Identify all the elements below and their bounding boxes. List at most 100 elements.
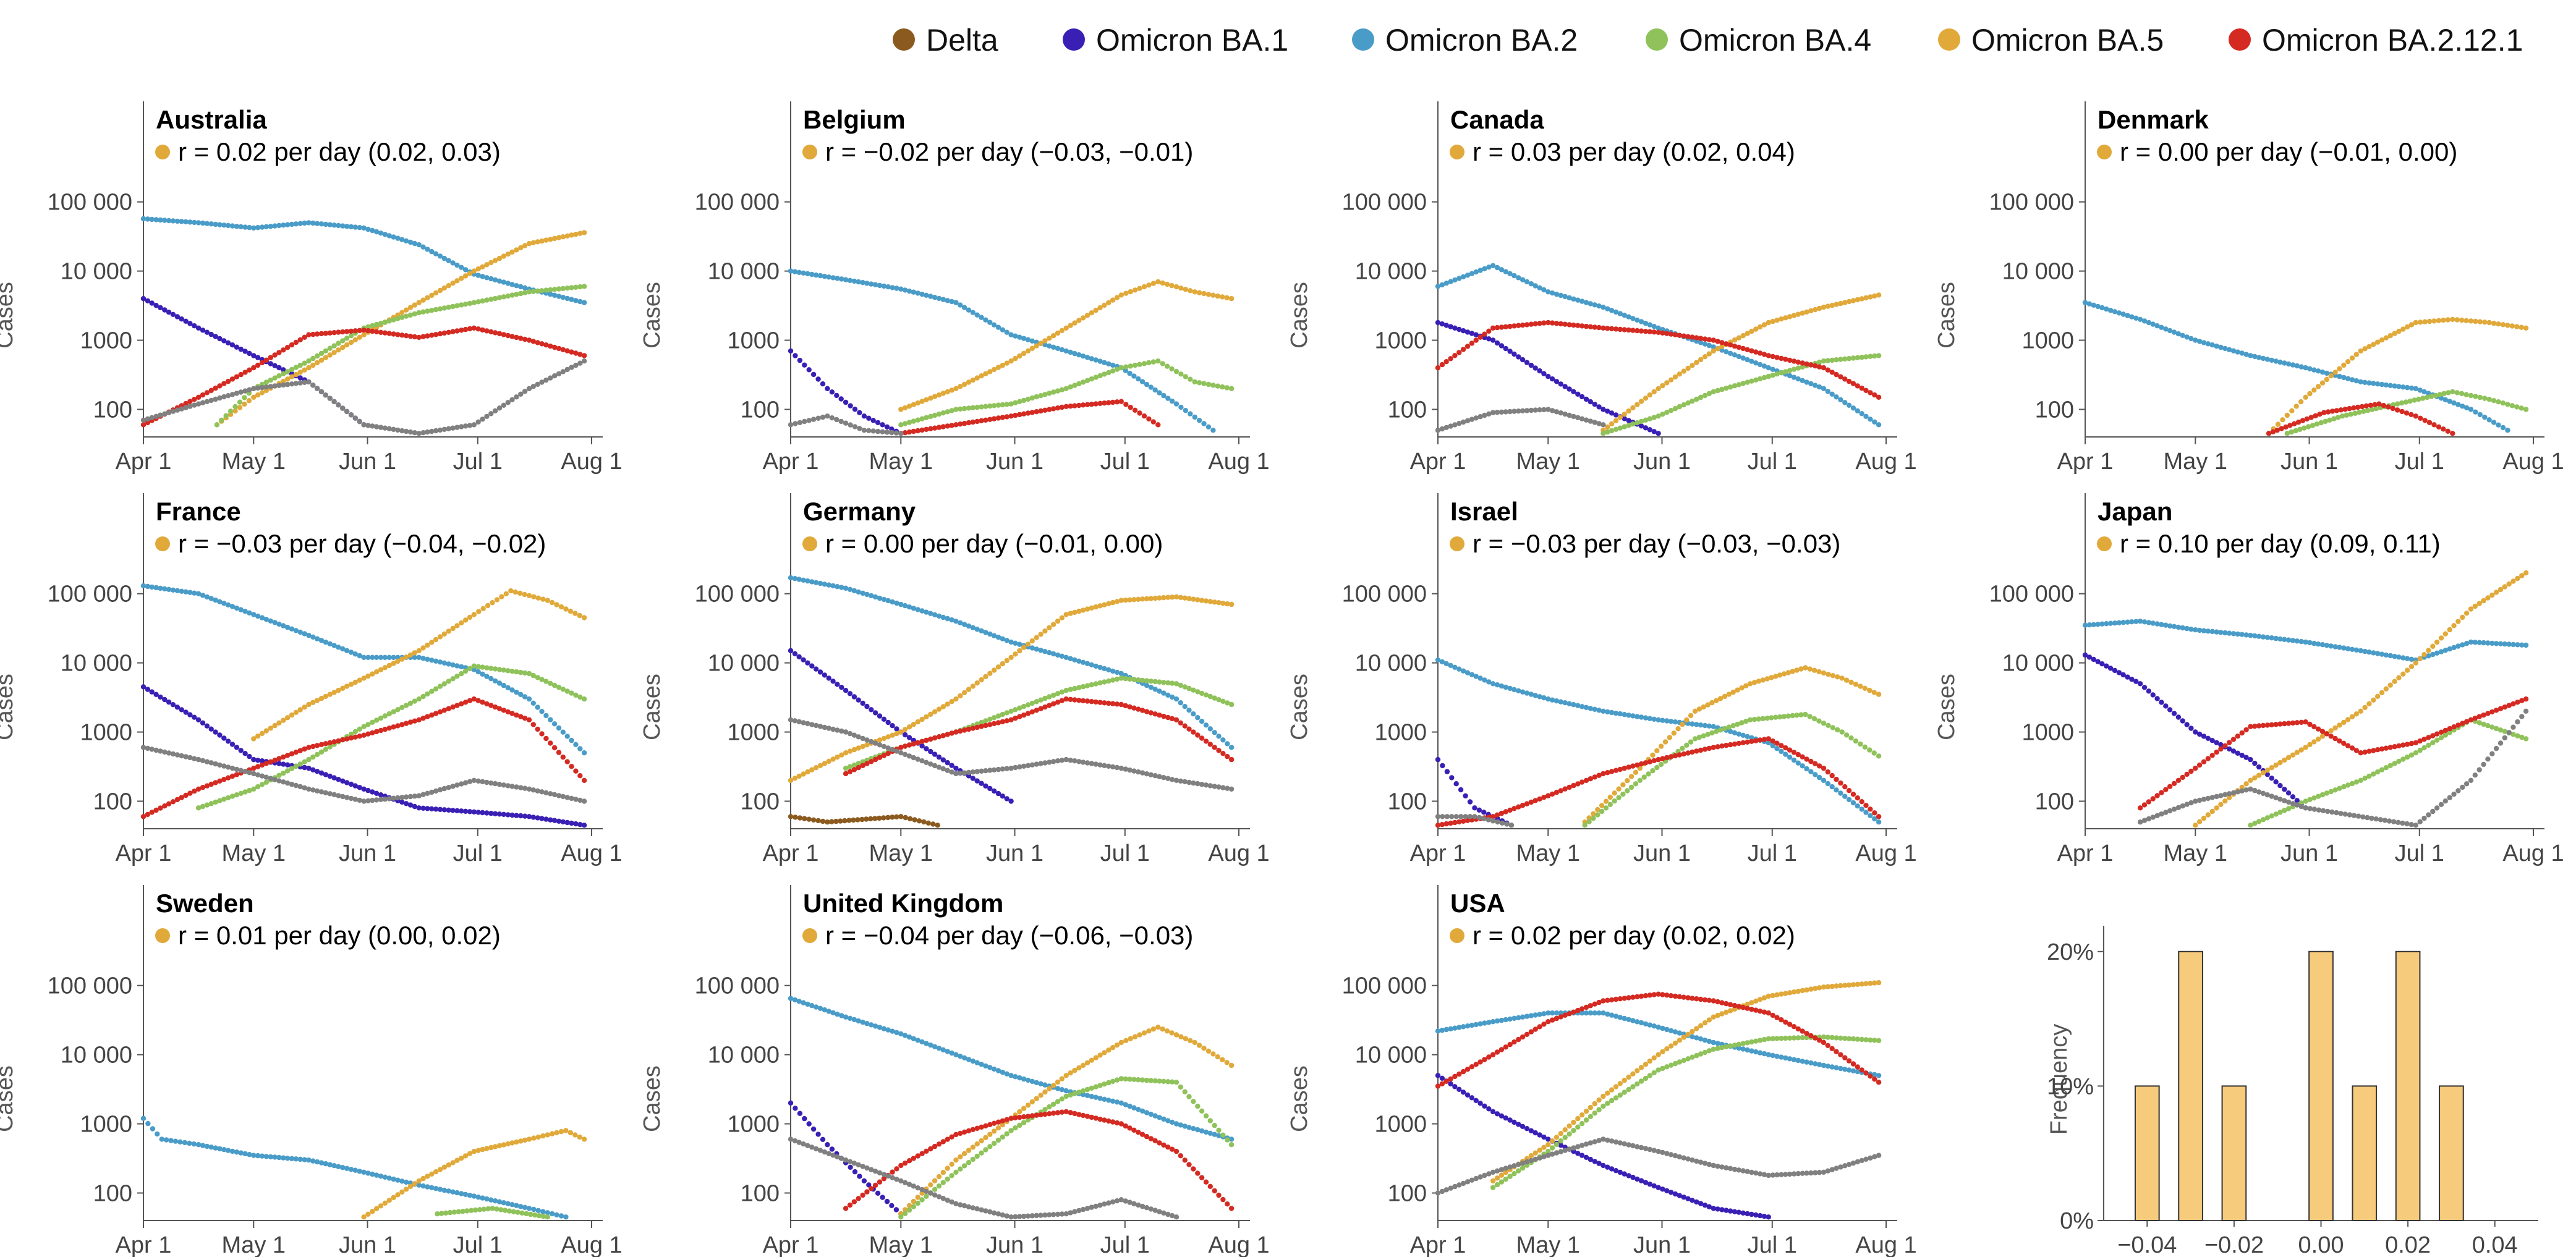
data-point [1008, 413, 1014, 419]
data-point [446, 426, 451, 431]
data-point [1047, 1086, 1052, 1091]
data-point [1464, 418, 1471, 423]
data-point [822, 672, 828, 678]
data-point [1605, 1090, 1610, 1096]
data-point [1118, 765, 1124, 771]
data-point [1791, 313, 1797, 318]
data-point [2523, 696, 2529, 702]
data-point [2420, 396, 2426, 401]
data-point [238, 389, 244, 395]
data-point [1791, 757, 1797, 763]
data-point [195, 401, 202, 407]
series-omicron-ba-5 [361, 1128, 587, 1220]
data-point [2235, 734, 2240, 739]
data-point [2404, 410, 2410, 416]
data-point [898, 422, 904, 428]
data-point [1207, 1118, 1214, 1124]
data-point [2463, 392, 2469, 397]
data-point [1850, 381, 1856, 386]
data-point [1000, 661, 1006, 667]
data-point [843, 1206, 849, 1211]
data-point [471, 325, 477, 331]
data-point [1558, 1138, 1563, 1144]
legend-label-omicron-ba-5: Omicron BA.5 [1971, 23, 2164, 57]
data-point [581, 798, 587, 804]
data-point [217, 383, 223, 389]
data-point [1868, 294, 1873, 300]
data-point [2399, 400, 2405, 406]
data-point [545, 598, 550, 603]
data-point [902, 421, 908, 426]
data-point [903, 815, 908, 821]
data-point [1592, 302, 1597, 308]
data-point [492, 1144, 498, 1149]
legend-swatch-omicron-ba-1 [1063, 28, 1085, 51]
data-point [572, 611, 578, 616]
data-point [1630, 405, 1636, 411]
data-point [556, 725, 562, 731]
data-point [314, 1159, 320, 1165]
data-point [1633, 781, 1639, 787]
data-point [2366, 380, 2372, 386]
data-point [208, 397, 214, 404]
data-point [348, 328, 354, 334]
data-point [306, 745, 312, 750]
data-point [272, 223, 278, 229]
data-point [1021, 411, 1027, 417]
data-point [1698, 747, 1704, 753]
data-point [162, 307, 168, 313]
data-point [1013, 651, 1018, 657]
data-point [788, 648, 794, 654]
data-point [407, 429, 414, 435]
data-point [2426, 648, 2431, 653]
data-point [297, 362, 303, 368]
data-point [1732, 337, 1738, 343]
data-point [556, 750, 562, 755]
data-point [1110, 368, 1116, 374]
data-point [820, 381, 826, 387]
data-point [1080, 315, 1086, 321]
data-point [1575, 1124, 1581, 1130]
data-point [1102, 302, 1107, 308]
data-point [970, 419, 976, 425]
data-point [2430, 808, 2436, 815]
data-point [2256, 355, 2262, 360]
data-point [1732, 352, 1738, 358]
data-point [217, 336, 223, 342]
data-point [1164, 363, 1170, 369]
data-point [518, 391, 524, 397]
data-point [1681, 368, 1686, 374]
data-point [1816, 384, 1822, 390]
data-point [412, 334, 417, 340]
data-point [1684, 717, 1690, 723]
data-point [2311, 367, 2317, 373]
data-point [293, 221, 299, 227]
data-point [1779, 316, 1784, 322]
data-point [242, 395, 247, 400]
data-point [1690, 334, 1695, 340]
data-point [1000, 362, 1006, 368]
data-point [170, 311, 176, 317]
data-point [416, 300, 422, 305]
data-point [1004, 658, 1010, 664]
x-tick-label: Aug 1 [1855, 449, 1916, 475]
data-point [1203, 1179, 1209, 1185]
data-point [1816, 305, 1822, 311]
data-point [153, 217, 159, 222]
data-point [1106, 400, 1112, 405]
data-point [306, 379, 312, 385]
data-point [1677, 404, 1682, 410]
data-point [437, 306, 443, 311]
data-point [365, 226, 371, 232]
data-point [323, 355, 328, 360]
data-point [802, 1115, 807, 1122]
x-tick-label: Aug 1 [1208, 840, 1269, 866]
data-point [560, 295, 566, 300]
data-point [484, 275, 490, 281]
data-point [1592, 1101, 1597, 1107]
data-point [825, 386, 830, 391]
data-point [386, 1198, 392, 1203]
